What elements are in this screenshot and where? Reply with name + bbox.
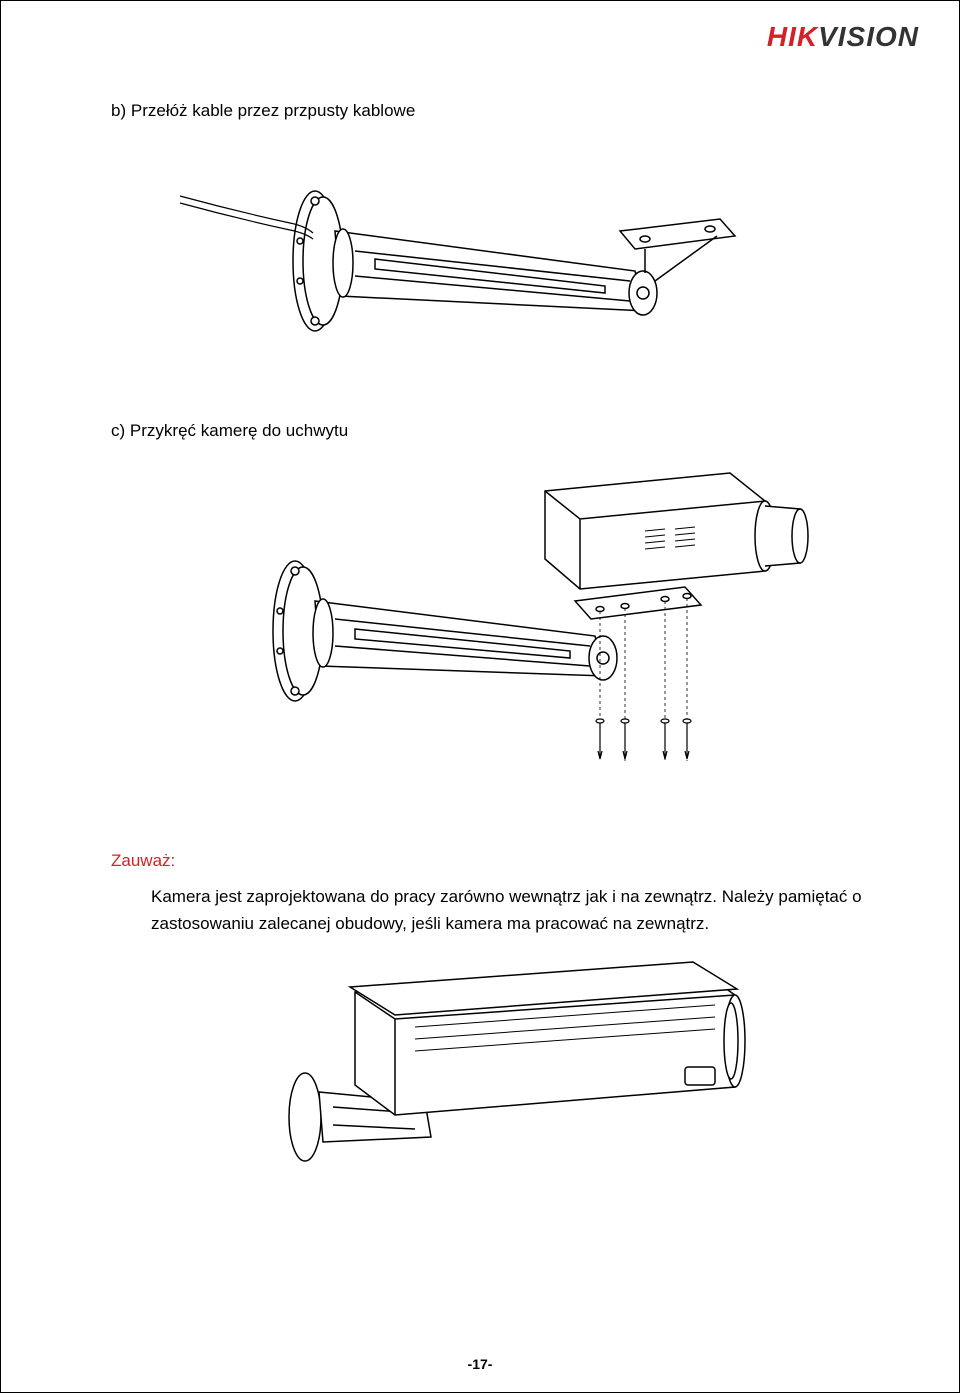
figure-b: [111, 141, 879, 381]
note-label: Zauważ:: [111, 851, 879, 871]
logo-part-vision: VISION: [818, 21, 919, 52]
bracket-cable-drawing: [175, 141, 815, 381]
brand-logo: HIKVISION: [767, 21, 919, 53]
step-c-label: c): [111, 421, 125, 440]
page-number: -17-: [1, 1356, 959, 1372]
housing-drawing: [215, 957, 775, 1177]
note-body: Kamera jest zaprojektowana do pracy zaró…: [151, 883, 879, 937]
logo-part-hik: HIK: [767, 21, 818, 52]
figure-c: [111, 461, 879, 811]
step-b-text: b) Przełóż kable przez przpusty kablowe: [111, 101, 879, 121]
step-c-body: Przykręć kamerę do uchwytu: [130, 421, 348, 440]
page-content: b) Przełóż kable przez przpusty kablowe: [111, 101, 879, 1217]
step-b-label: b): [111, 101, 126, 120]
bracket-camera-drawing: [175, 461, 815, 811]
step-b-body: Przełóż kable przez przpusty kablowe: [131, 101, 415, 120]
figure-housing: [111, 957, 879, 1177]
step-c-text: c) Przykręć kamerę do uchwytu: [111, 421, 879, 441]
